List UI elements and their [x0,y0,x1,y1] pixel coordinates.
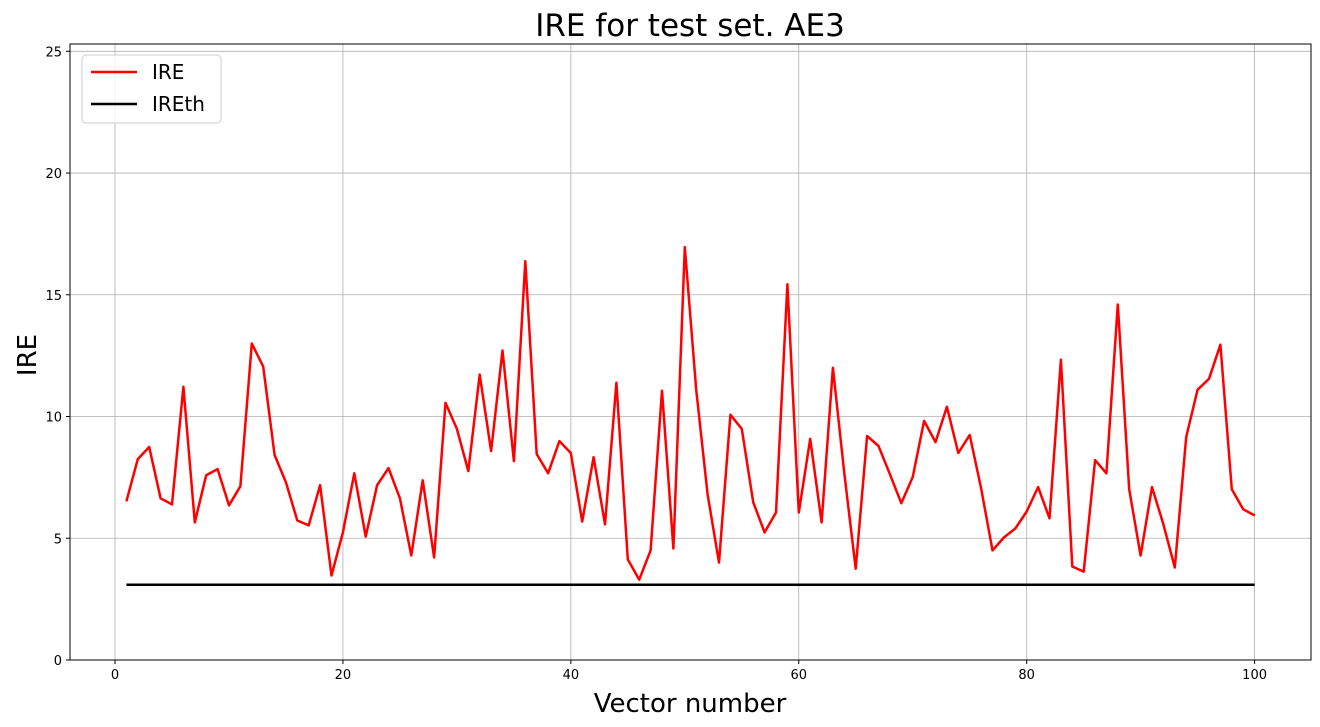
x-tick-label: 20 [335,668,352,683]
y-tick-label: 10 [45,411,62,426]
series-layer [125,245,1256,587]
y-tick-label: 25 [45,45,62,60]
plot-frame [69,43,1312,661]
y-tick-label: 5 [54,532,62,547]
y-tick-label: 20 [45,167,62,182]
x-tick-label: 80 [1018,668,1035,683]
legend: IRE IREth [81,54,222,124]
y-tick-label: 0 [54,654,62,669]
y-axis: 0 5 10 15 20 25 [45,45,70,669]
x-axis: 0 20 40 60 80 100 [111,660,1267,683]
legend-label-ireth: IREth [152,92,205,116]
x-tick-label: 0 [111,668,119,683]
legend-label-ire: IRE [152,60,184,84]
x-tick-label: 60 [790,668,807,683]
y-axis-label: IRE [13,334,43,376]
y-tick-label: 15 [45,289,62,304]
series-line-ire [125,245,1256,581]
chart-title: IRE for test set. AE3 [535,8,845,44]
x-tick-label: 40 [563,668,580,683]
x-tick-label: 100 [1242,668,1267,683]
x-axis-label: Vector number [594,689,787,719]
